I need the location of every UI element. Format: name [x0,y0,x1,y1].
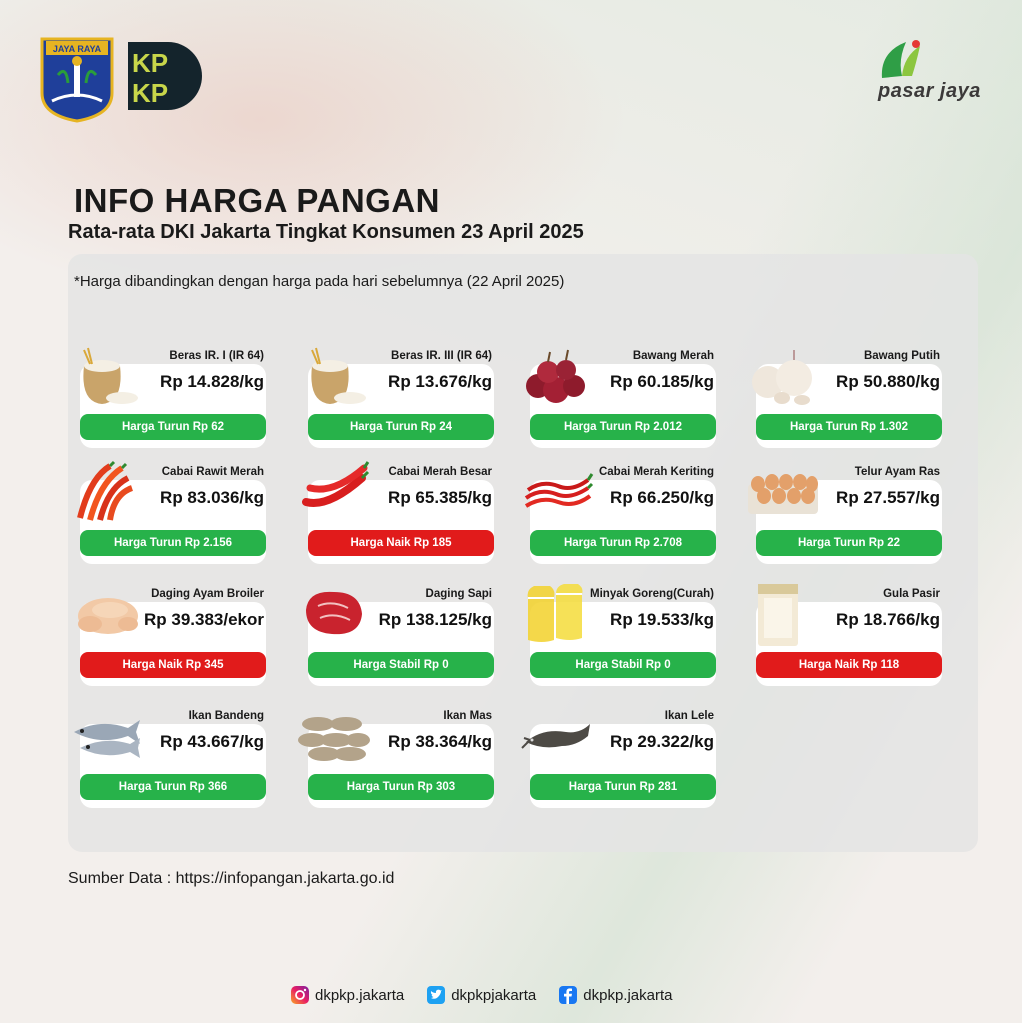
price-card: Ikan Bandeng Rp 43.667/kg Harga Turun Rp 3… [70,702,270,842]
facebook-link[interactable]: dkpkp.jakarta [558,985,673,1005]
price-change-badge: Harga Turun Rp 281 [530,774,716,800]
price-card: Ikan Mas Rp 38.364/kg Harga Turun Rp 303 [298,702,498,842]
beef-icon [298,580,372,646]
milkfish-icon [70,702,144,768]
catfish-icon [520,702,594,768]
commodity-name: Gula Pasir [883,588,940,600]
sugar-bag-icon [746,580,820,646]
commodity-price: Rp 60.185/kg [610,372,714,391]
price-change-badge: Harga Turun Rp 24 [308,414,494,440]
commodity-name: Bawang Putih [863,350,940,362]
price-change-badge: Harga Turun Rp 2.012 [530,414,716,440]
svg-text:KP: KP [132,78,168,108]
carp-icon [298,702,372,768]
price-card: Telur Ayam Ras Rp 27.557/kg Harga Turun Rp… [746,458,946,598]
price-change-badge: Harga Naik Rp 118 [756,652,942,678]
commodity-price: Rp 19.533/kg [610,610,714,629]
shallot-icon [520,342,594,408]
rice-sack-icon [70,342,144,408]
commodity-name: Bawang Merah [632,350,714,362]
commodity-price: Rp 27.557/kg [836,488,940,507]
price-change-badge: Harga Naik Rp 345 [80,652,266,678]
twitter-icon [427,986,446,1004]
commodity-price: Rp 50.880/kg [836,372,940,391]
commodity-name: Ikan Lele [664,710,714,722]
page-subtitle: Rata-rata DKI Jakarta Tingkat Konsumen 2… [68,221,584,243]
commodity-name: Ikan Bandeng [188,710,264,722]
price-change-badge: Harga Stabil Rp 0 [530,652,716,678]
commodity-name: Ikan Mas [443,710,492,722]
egg-tray-icon [746,458,820,524]
data-source: Sumber Data : https://infopangan.jakarta… [68,870,395,887]
commodity-price: Rp 65.385/kg [388,488,492,507]
jaya-raya-logo: JAYA RAYA [38,35,116,123]
price-card: Daging Ayam Broiler Rp 39.383/ekor Harga N… [70,580,270,720]
price-card: Daging Sapi Rp 138.125/kg Harga Stabil Rp … [298,580,498,720]
commodity-price: Rp 18.766/kg [836,610,940,629]
rice-sack-icon [298,342,372,408]
price-change-badge: Harga Turun Rp 22 [756,530,942,556]
kpkp-logo: KP KP [124,38,204,114]
social-links: dkpkp.jakarta dkpkpjakarta dkpkp.jakarta [290,985,673,1005]
commodity-name: Cabai Merah Keriting [598,466,714,478]
commodity-price: Rp 14.828/kg [160,372,264,391]
commodity-price: Rp 39.383/ekor [143,610,264,629]
commodity-name: Beras IR. I (IR 64) [169,350,264,362]
instagram-icon [291,986,309,1004]
commodity-name: Cabai Rawit Merah [161,466,264,478]
commodity-name: Telur Ayam Ras [854,466,940,478]
commodity-price: Rp 83.036/kg [160,488,264,507]
svg-text:JAYA RAYA: JAYA RAYA [53,44,102,54]
price-card: Gula Pasir Rp 18.766/kg Harga Naik Rp 118 [746,580,946,720]
commodity-price: Rp 38.364/kg [388,732,492,751]
price-change-badge: Harga Turun Rp 366 [80,774,266,800]
instagram-link[interactable]: dkpkp.jakarta [290,985,404,1005]
price-change-badge: Harga Turun Rp 2.708 [530,530,716,556]
cooking-oil-icon [520,580,594,646]
chili-icon [298,458,372,524]
price-change-badge: Harga Turun Rp 303 [308,774,494,800]
commodity-name: Beras IR. III (IR 64) [391,350,492,362]
commodity-price: Rp 66.250/kg [610,488,714,507]
chili-pile-icon [70,458,144,524]
comparison-note: *Harga dibandingkan dengan harga pada ha… [74,273,565,290]
twitter-link[interactable]: dkpkpjakarta [426,985,536,1005]
price-change-badge: Harga Turun Rp 1.302 [756,414,942,440]
commodity-price: Rp 43.667/kg [160,732,264,751]
facebook-icon [559,986,578,1004]
price-card: Cabai Rawit Merah Rp 83.036/kg Harga Turun… [70,458,270,598]
price-change-badge: Harga Naik Rp 185 [308,530,494,556]
page-title: INFO HARGA PANGAN [74,182,440,219]
commodity-price: Rp 13.676/kg [388,372,492,391]
price-card: Cabai Merah Keriting Rp 66.250/kg Harga Tu… [520,458,720,598]
commodity-name: Minyak Goreng(Curah) [590,588,714,600]
commodity-name: Daging Ayam Broiler [151,588,264,600]
curly-chili-icon [520,458,594,524]
price-card: Cabai Merah Besar Rp 65.385/kg Harga Naik … [298,458,498,598]
garlic-icon [746,342,820,408]
price-change-badge: Harga Turun Rp 2.156 [80,530,266,556]
commodity-name: Daging Sapi [425,588,492,600]
commodity-price: Rp 138.125/kg [378,610,492,629]
commodity-name: Cabai Merah Besar [388,466,492,478]
svg-text:KP: KP [132,48,168,78]
price-change-badge: Harga Stabil Rp 0 [308,652,494,678]
price-card: Minyak Goreng(Curah) Rp 19.533/kg Harga St… [520,580,720,720]
pasar-jaya-logo: pasar jaya [872,38,984,108]
price-card: Ikan Lele Rp 29.322/kg Harga Turun Rp 281 [520,702,720,842]
price-change-badge: Harga Turun Rp 62 [80,414,266,440]
commodity-price: Rp 29.322/kg [610,732,714,751]
chicken-icon [70,580,144,646]
